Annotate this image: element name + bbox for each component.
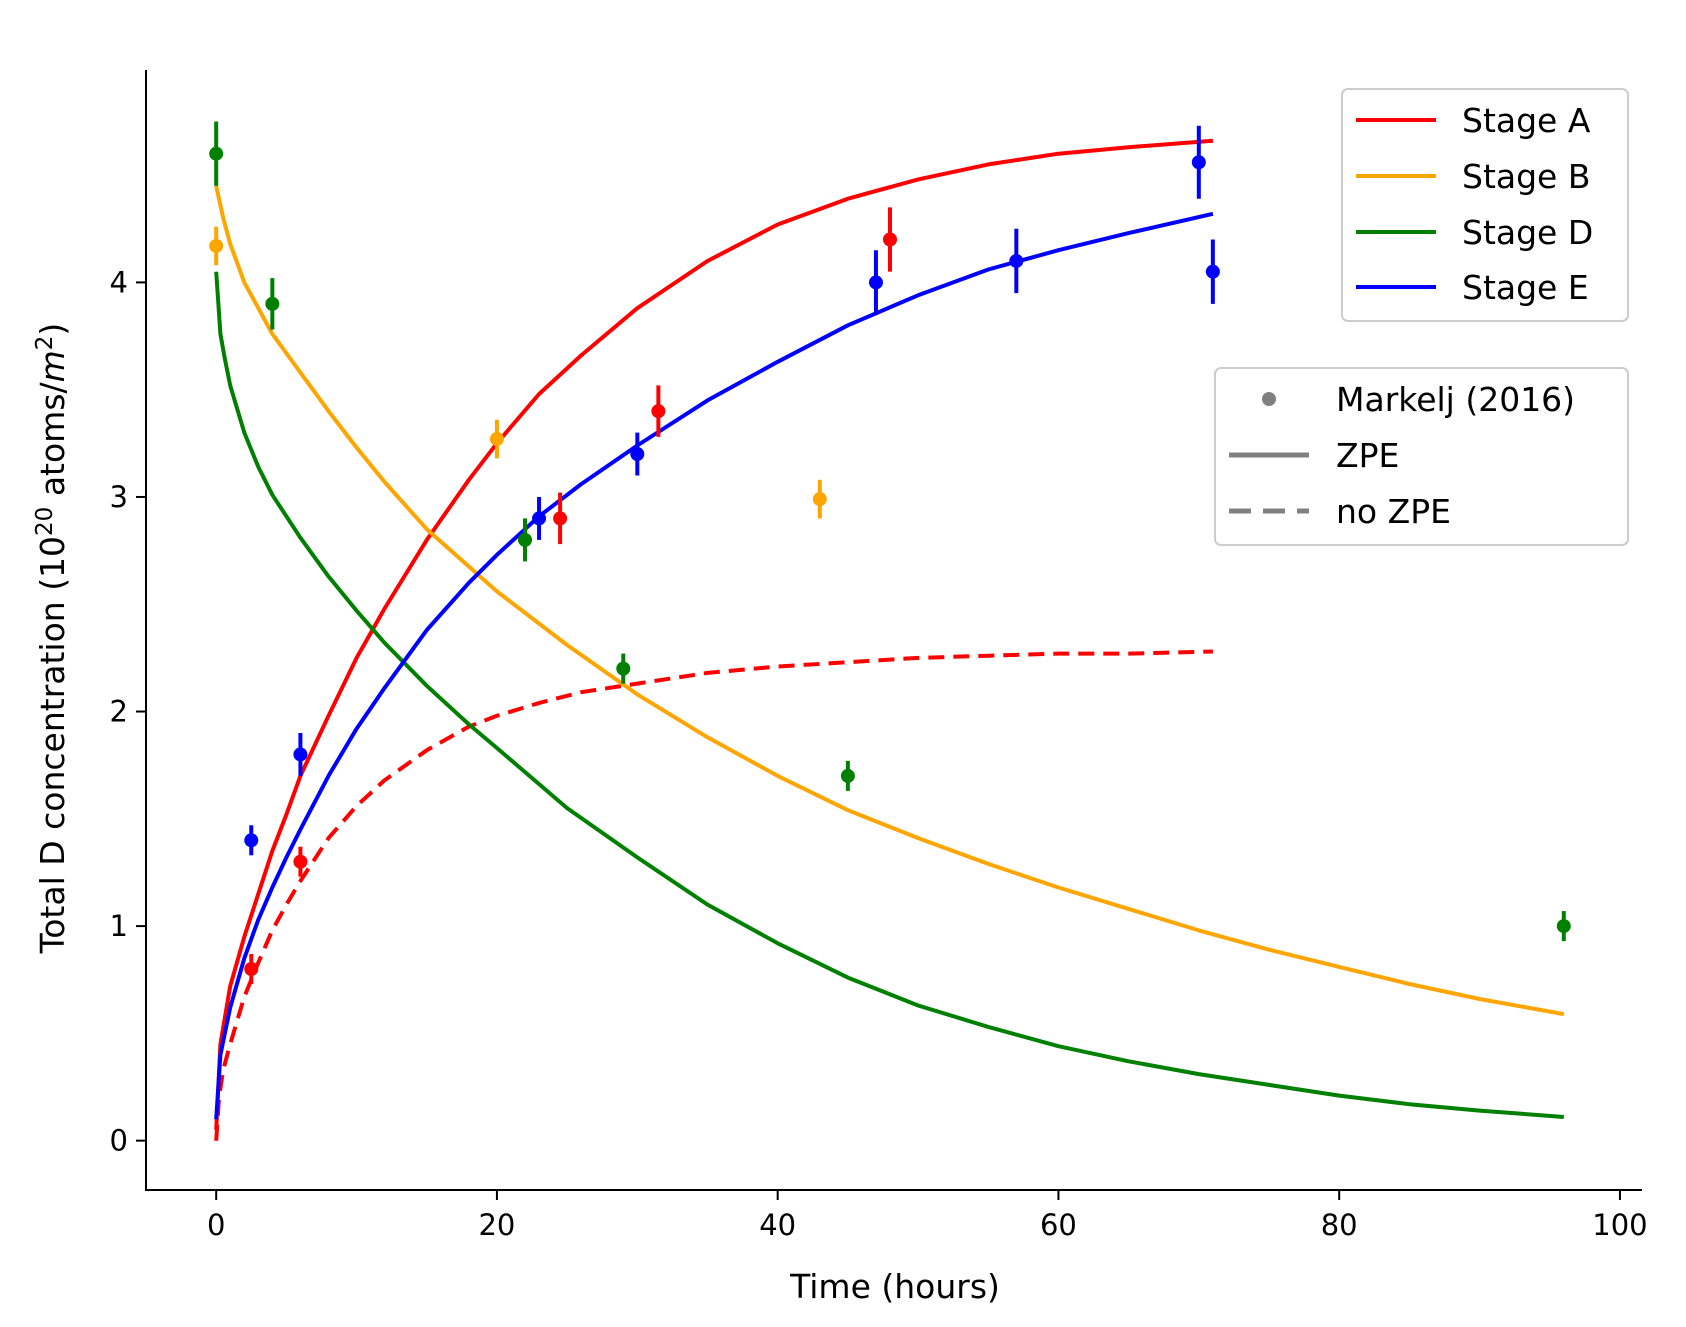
data-point-stage-e <box>1191 125 1206 199</box>
data-point-stage-d <box>265 278 280 330</box>
series-legend: Stage A Stage B Stage D Stage E <box>1341 88 1629 322</box>
points-layer <box>209 121 1571 985</box>
marker <box>616 661 631 676</box>
marker <box>244 962 259 977</box>
marker <box>812 492 827 507</box>
data-point-stage-a <box>553 492 568 545</box>
curve-stage-b-zpe <box>214 185 1565 1017</box>
data-point-stage-e <box>1009 228 1024 294</box>
y-tick-label: 2 <box>110 695 128 729</box>
marker <box>293 747 308 762</box>
y-axis-label-units: atoms/ <box>33 381 72 506</box>
x-tick-label: 0 <box>207 1208 225 1242</box>
data-point-stage-d <box>209 121 224 186</box>
data-point-stage-d <box>1556 911 1571 942</box>
x-tick-label: 40 <box>759 1208 796 1242</box>
y-tick-label: 3 <box>110 480 128 514</box>
style-legend: Markelj (2016) ZPE no ZPE <box>1214 367 1629 546</box>
data-point-stage-a <box>293 846 308 877</box>
y-axis-label-unit-exponent: 2 <box>32 336 58 351</box>
marker <box>651 404 666 419</box>
legend-label-stage-d: Stage D <box>1462 213 1593 252</box>
y-tick-label: 1 <box>110 909 128 943</box>
marker <box>1556 919 1571 934</box>
data-point-stage-a <box>244 953 259 985</box>
marker <box>1205 264 1220 279</box>
axes <box>145 70 1642 1191</box>
data-point-stage-a <box>882 207 897 272</box>
y-axis-label-main: Total D concentration (10 <box>33 536 72 954</box>
marker <box>244 833 259 848</box>
data-point-stage-b <box>812 479 827 519</box>
legend-label-no-zpe: no ZPE <box>1336 492 1451 531</box>
curves-layer <box>214 138 1565 1141</box>
marker <box>209 146 224 161</box>
legend-label-stage-e: Stage E <box>1462 268 1589 307</box>
data-point-stage-e <box>532 496 547 540</box>
marker <box>209 238 224 253</box>
data-point-stage-e <box>244 825 259 856</box>
data-point-stage-b <box>209 226 224 266</box>
y-axis-label: Total D concentration (1020 atoms/m2) <box>32 323 72 955</box>
data-point-stage-e <box>630 432 645 476</box>
marker <box>489 432 504 447</box>
data-point-stage-e <box>1205 239 1220 304</box>
data-point-stage-a <box>651 385 666 437</box>
x-tick-label: 100 <box>1592 1208 1647 1242</box>
data-point-stage-b <box>489 419 504 459</box>
marker <box>630 447 645 462</box>
marker <box>1191 155 1206 170</box>
marker <box>293 854 308 869</box>
marker <box>882 232 897 247</box>
x-tick-label: 60 <box>1040 1208 1077 1242</box>
curve-stage-a-zpe <box>214 138 1214 1130</box>
x-axis-label: Time (hours) <box>789 1267 1000 1306</box>
x-tick-label: 80 <box>1321 1208 1358 1242</box>
legend-key-marker <box>1262 392 1276 406</box>
marker <box>265 296 280 311</box>
marker <box>518 532 533 547</box>
x-tick-label: 20 <box>478 1208 515 1242</box>
marker <box>553 511 568 526</box>
legend-label-markelj: Markelj (2016) <box>1336 380 1575 419</box>
style-legend-box <box>1214 367 1629 546</box>
data-point-stage-e <box>293 732 308 776</box>
y-axis-label-unit-symbol: m <box>33 350 72 382</box>
legend-label-stage-b: Stage B <box>1462 157 1591 196</box>
y-tick-label: 0 <box>110 1124 128 1158</box>
marker <box>868 275 883 290</box>
ticks-layer: 0 20 40 60 80 100 0 1 2 3 4 <box>110 265 1648 1242</box>
curve-stage-e-zpe <box>214 211 1214 1120</box>
marker <box>840 768 855 783</box>
marker <box>532 511 547 526</box>
data-point-stage-e <box>868 250 883 315</box>
marker <box>1009 253 1024 268</box>
data-point-stage-d <box>518 518 533 562</box>
legend-label-zpe: ZPE <box>1336 436 1399 475</box>
y-tick-label: 4 <box>110 265 128 299</box>
legend-label-stage-a: Stage A <box>1462 101 1591 140</box>
data-point-stage-d <box>840 760 855 791</box>
curve-stage-a-no-zpe <box>214 649 1213 1141</box>
y-axis-label-exponent: 20 <box>32 507 58 536</box>
data-point-stage-d <box>616 653 631 684</box>
curve-stage-d-zpe <box>214 271 1564 1119</box>
series-legend-box <box>1341 88 1629 322</box>
y-axis-label-close: ) <box>33 323 72 336</box>
